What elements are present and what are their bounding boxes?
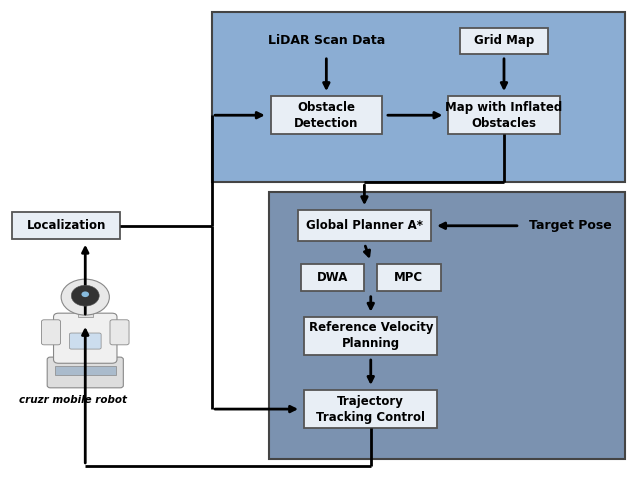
FancyBboxPatch shape	[304, 390, 437, 428]
Text: MPC: MPC	[394, 271, 424, 284]
FancyBboxPatch shape	[269, 192, 625, 459]
FancyBboxPatch shape	[47, 357, 124, 388]
Text: Global Planner A*: Global Planner A*	[306, 219, 423, 232]
FancyBboxPatch shape	[271, 97, 382, 134]
FancyBboxPatch shape	[449, 97, 559, 134]
Text: Target Pose: Target Pose	[529, 219, 612, 232]
Text: Grid Map: Grid Map	[474, 34, 534, 47]
Text: cruzr mobile robot: cruzr mobile robot	[19, 395, 127, 405]
Text: Obstacle
Detection: Obstacle Detection	[294, 101, 358, 130]
Text: Trajectory
Tracking Control: Trajectory Tracking Control	[316, 394, 425, 424]
Text: Map with Inflated
Obstacles: Map with Inflated Obstacles	[445, 101, 563, 130]
FancyBboxPatch shape	[12, 212, 120, 239]
FancyBboxPatch shape	[69, 333, 101, 349]
FancyBboxPatch shape	[77, 308, 93, 317]
FancyBboxPatch shape	[55, 366, 116, 375]
FancyBboxPatch shape	[110, 320, 129, 345]
Circle shape	[61, 279, 109, 315]
FancyBboxPatch shape	[460, 28, 548, 54]
Text: Localization: Localization	[26, 219, 106, 232]
Text: DWA: DWA	[317, 271, 348, 284]
FancyBboxPatch shape	[298, 210, 431, 241]
FancyBboxPatch shape	[304, 317, 437, 355]
Circle shape	[81, 292, 89, 297]
FancyBboxPatch shape	[54, 313, 117, 363]
FancyBboxPatch shape	[212, 12, 625, 182]
FancyBboxPatch shape	[42, 320, 61, 345]
FancyBboxPatch shape	[377, 264, 440, 292]
Circle shape	[71, 285, 99, 306]
FancyBboxPatch shape	[301, 264, 364, 292]
Text: LiDAR Scan Data: LiDAR Scan Data	[268, 34, 385, 47]
Text: Reference Velocity
Planning: Reference Velocity Planning	[308, 321, 433, 350]
